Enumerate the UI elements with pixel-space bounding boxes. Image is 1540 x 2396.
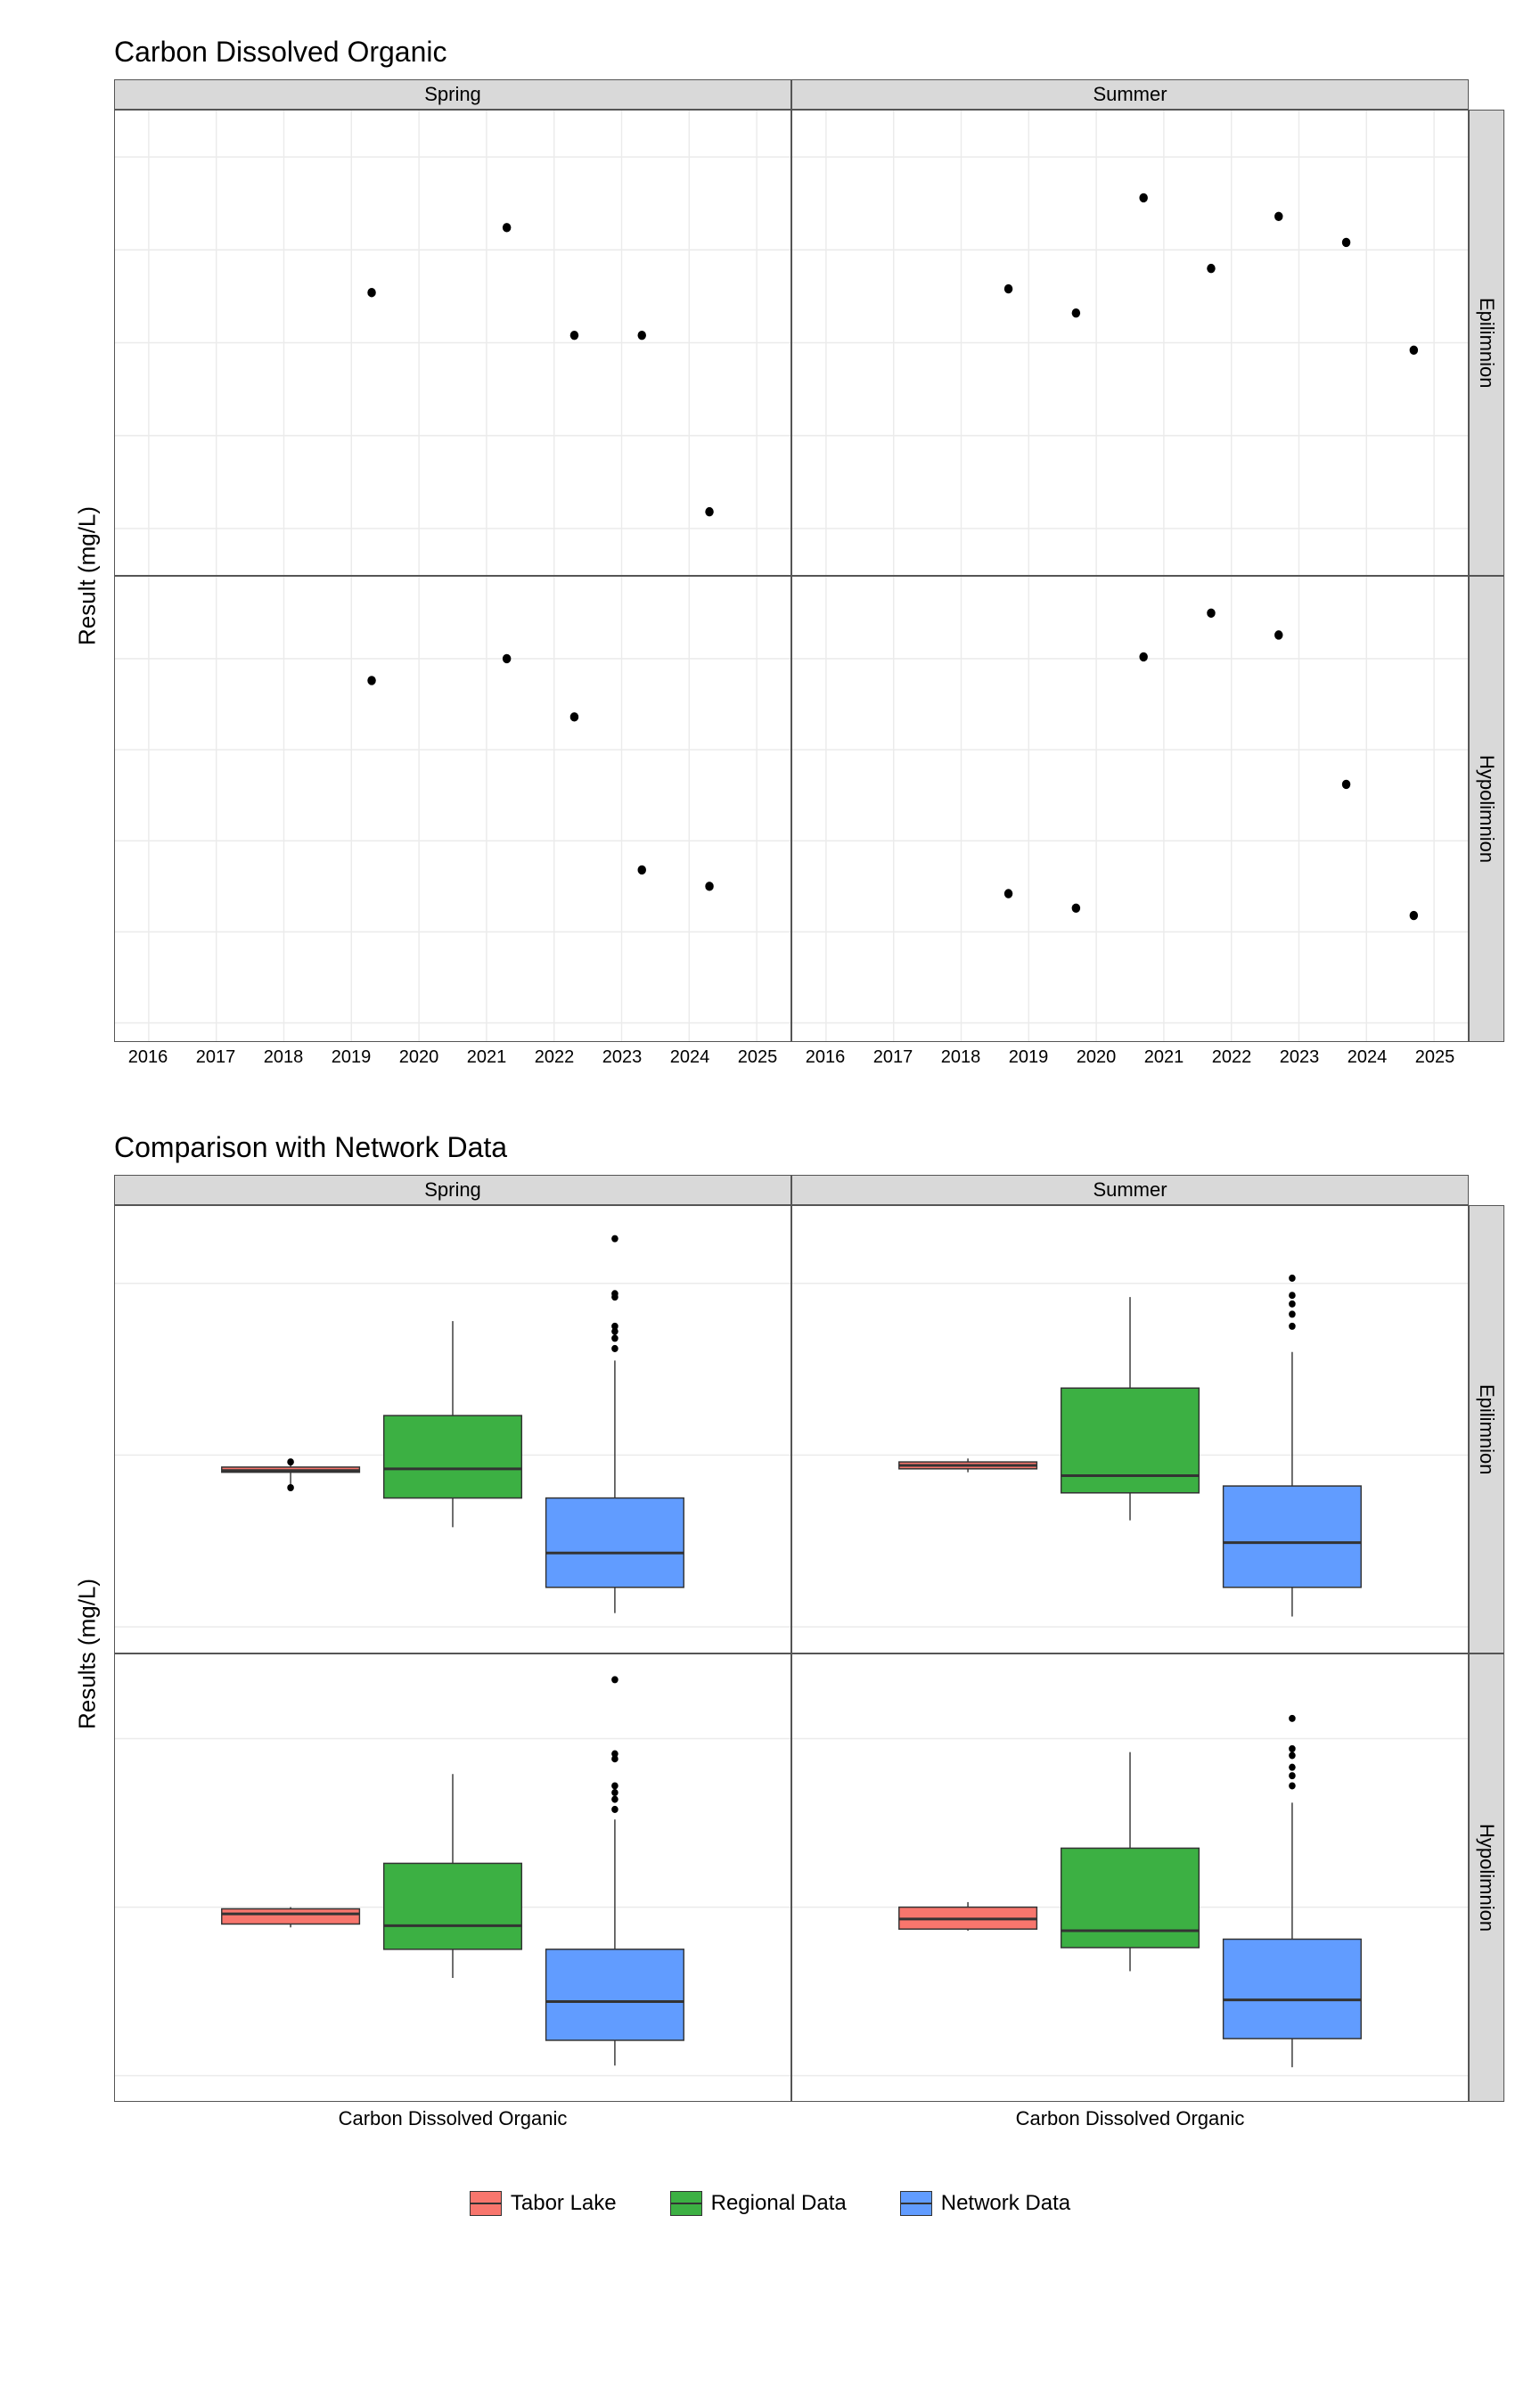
chart1-title: Carbon Dissolved Organic <box>114 36 1504 69</box>
x-cat-summer: Carbon Dissolved Organic <box>791 2102 1469 2138</box>
row-strip-hypo-2: Hypolimnion <box>1469 1653 1504 2102</box>
legend-label-tabor: Tabor Lake <box>511 2191 617 2216</box>
col-strip-spring-2: Spring <box>114 1175 791 1205</box>
chart1-y-label: Result (mg/L) <box>61 110 114 1042</box>
x-cat-spring: Carbon Dissolved Organic <box>114 2102 791 2138</box>
legend-item-regional: Regional Data <box>670 2191 847 2216</box>
legend-item-network: Network Data <box>900 2191 1070 2216</box>
boxplot-chart-block: Comparison with Network Data Spring Summ… <box>36 1131 1504 2138</box>
row-strip-epi: Epilimnion <box>1469 110 1504 576</box>
legend-swatch-network <box>900 2191 932 2216</box>
legend-label-regional: Regional Data <box>711 2191 847 2216</box>
panel2-summer-hypo <box>791 1653 1469 2102</box>
x-ticks-summer: 2016201720182019202020212022202320242025 <box>791 1042 1469 1078</box>
row-strip-epi-2: Epilimnion <box>1469 1205 1504 1653</box>
panel2-spring-hypo: 01020 <box>114 1653 791 2102</box>
legend-item-tabor: Tabor Lake <box>470 2191 617 2216</box>
x-ticks-spring: 2016201720182019202020212022202320242025 <box>114 1042 791 1078</box>
panel-spring-epi: 8.08.59.09.510.0 <box>114 110 791 576</box>
panel2-summer-epi <box>791 1205 1469 1653</box>
col-strip-spring: Spring <box>114 79 791 110</box>
scatter-chart-block: Carbon Dissolved Organic Spring Summer R… <box>36 36 1504 1078</box>
row-strip-hypo: Hypolimnion <box>1469 576 1504 1042</box>
legend: Tabor Lake Regional Data Network Data <box>36 2191 1504 2216</box>
panel2-spring-epi: 01020 <box>114 1205 791 1653</box>
panel-summer-hypo <box>791 576 1469 1042</box>
chart1-facet-grid: Spring Summer Result (mg/L) 8.08.59.09.5… <box>61 79 1504 1078</box>
chart2-y-label: Results (mg/L) <box>61 1205 114 2102</box>
panel-spring-hypo: 8.08.59.09.510.0 <box>114 576 791 1042</box>
chart2-facet-grid: Spring Summer Results (mg/L) 01020 Epili… <box>61 1175 1504 2138</box>
legend-label-network: Network Data <box>941 2191 1070 2216</box>
chart2-title: Comparison with Network Data <box>114 1131 1504 1164</box>
legend-swatch-tabor <box>470 2191 502 2216</box>
legend-swatch-regional <box>670 2191 702 2216</box>
panel-summer-epi <box>791 110 1469 576</box>
col-strip-summer: Summer <box>791 79 1469 110</box>
col-strip-summer-2: Summer <box>791 1175 1469 1205</box>
